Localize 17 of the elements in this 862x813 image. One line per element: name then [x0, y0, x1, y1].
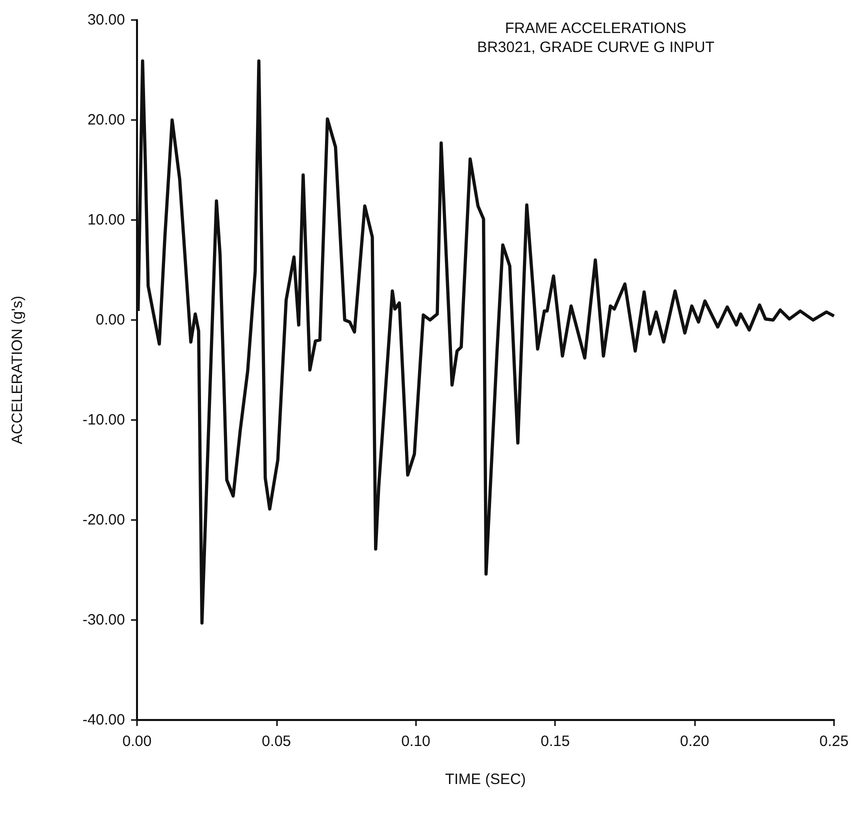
x-tick-label: 0.00 [122, 733, 152, 750]
y-tick-label: -10.00 [82, 412, 125, 428]
y-tick-label: -40.00 [82, 712, 125, 728]
x-tick-label: 0.05 [262, 733, 291, 750]
y-tick-label: 20.00 [87, 112, 125, 128]
x-axis-title: TIME (SEC) [445, 771, 526, 788]
text: FRAME ACCELERATIONS BR3021, GRADE CURVE G INPUT [477, 20, 714, 56]
y-tick-label: -30.00 [82, 612, 125, 628]
x-tick-label: 0.15 [540, 733, 570, 750]
y-tick-label: 0.00 [96, 312, 125, 328]
y-tick-label: -20.00 [82, 512, 125, 528]
x-tick-label: 0.25 [819, 733, 849, 750]
x-tick-label: 0.10 [401, 733, 430, 750]
x-tick-label: 0.20 [680, 733, 710, 750]
y-tick-label: 30.00 [87, 12, 125, 28]
y-axis-title: ACCELERATION (g's) [9, 296, 26, 444]
y-tick-label: 10.00 [87, 212, 125, 228]
